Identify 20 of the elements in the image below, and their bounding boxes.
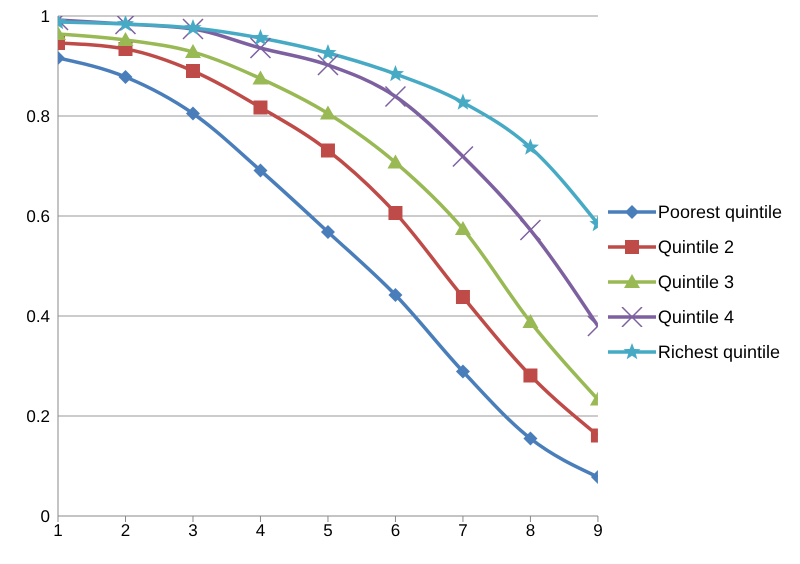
x-tick-label: 5 [323, 521, 333, 540]
x-tick-label: 2 [120, 521, 130, 540]
legend-label: Quintile 4 [658, 306, 734, 328]
legend-label: Poorest quintile [658, 202, 782, 222]
legend-label: Quintile 3 [658, 272, 734, 292]
x-tick-label: 8 [526, 521, 536, 540]
x-tick-label: 9 [593, 521, 603, 540]
y-tick-label: 0.8 [26, 107, 50, 126]
x-tick-label: 4 [256, 521, 266, 540]
y-tick-label: 1 [40, 7, 50, 26]
y-tick-label: 0 [40, 507, 50, 526]
y-tick-label: 0.4 [26, 307, 50, 326]
legend-label: Richest quintile [658, 342, 780, 362]
legend-label: Quintile 2 [658, 236, 734, 258]
x-tick-label: 7 [458, 521, 468, 540]
y-tick-label: 0.2 [26, 407, 50, 426]
x-tick-label: 6 [390, 521, 400, 540]
x-tick-label: 1 [53, 521, 63, 540]
y-tick-label: 0.6 [26, 207, 50, 226]
x-tick-label: 3 [188, 521, 198, 540]
